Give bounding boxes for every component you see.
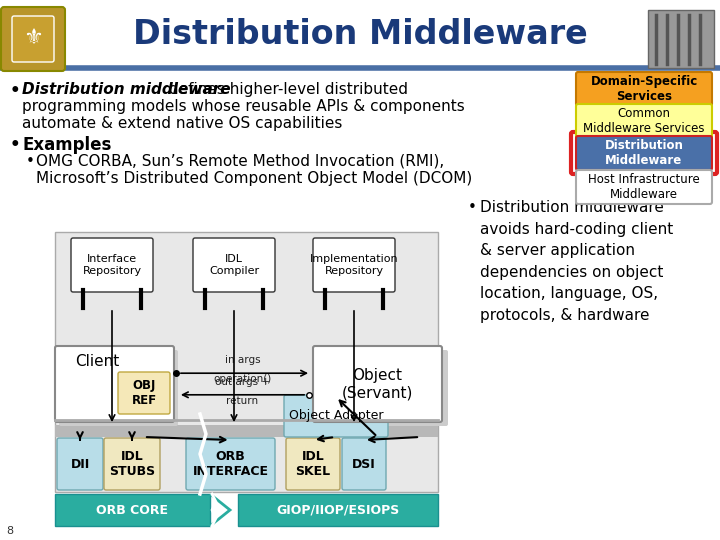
Text: GIOP/IIOP/ESIOPS: GIOP/IIOP/ESIOPS [276,503,400,516]
FancyBboxPatch shape [576,104,712,138]
FancyBboxPatch shape [193,238,275,292]
Text: IDL
STUBS: IDL STUBS [109,450,155,478]
FancyBboxPatch shape [576,72,712,106]
Text: Distribution middleware
avoids hard-coding client
& server application
dependenc: Distribution middleware avoids hard-codi… [480,200,673,323]
Text: programming models whose reusable APIs & components: programming models whose reusable APIs &… [22,99,464,114]
FancyBboxPatch shape [286,438,340,490]
FancyBboxPatch shape [57,438,103,490]
FancyBboxPatch shape [576,136,712,170]
Text: DSI: DSI [352,457,376,470]
Text: Client: Client [75,354,119,369]
Text: ORB
INTERFACE: ORB INTERFACE [192,450,269,478]
Text: Common
Middleware Services: Common Middleware Services [583,107,705,135]
Text: operation(): operation() [213,374,271,384]
FancyBboxPatch shape [313,238,395,292]
FancyBboxPatch shape [55,346,174,422]
Text: ORB CORE: ORB CORE [96,503,168,516]
Bar [648,10,714,68]
FancyBboxPatch shape [319,350,448,426]
Text: Distribution
Middleware: Distribution Middleware [605,139,683,167]
FancyBboxPatch shape [186,438,275,490]
Bar [238,494,438,526]
Text: •: • [26,154,35,169]
FancyBboxPatch shape [59,350,178,426]
Text: return: return [226,396,258,406]
Text: Examples: Examples [22,136,112,154]
FancyBboxPatch shape [313,346,442,422]
Text: Implementation
Repository: Implementation Repository [310,254,398,276]
Text: 8: 8 [6,526,13,536]
Text: Object
(Servant): Object (Servant) [342,368,413,400]
Text: IDL
Compiler: IDL Compiler [209,254,259,276]
Text: DII: DII [71,457,89,470]
Text: Distribution Middleware: Distribution Middleware [132,17,588,51]
Text: defines higher-level distributed: defines higher-level distributed [164,82,408,97]
Bar [55,494,210,526]
FancyBboxPatch shape [118,372,170,414]
Text: Microsoft’s Distributed Component Object Model (DCOM): Microsoft’s Distributed Component Object… [36,171,472,186]
Text: out args +: out args + [215,377,270,387]
Text: automate & extend native OS capabilities: automate & extend native OS capabilities [22,116,343,131]
FancyBboxPatch shape [284,395,388,437]
Text: Distribution middleware: Distribution middleware [22,82,230,97]
Text: Domain-Specific
Services: Domain-Specific Services [590,75,698,103]
Text: Interface
Repository: Interface Repository [82,254,142,276]
Bar [55,232,438,492]
FancyBboxPatch shape [71,238,153,292]
Text: IDL
SKEL: IDL SKEL [295,450,330,478]
Text: •: • [468,200,477,215]
Bar [0,0,720,68]
Text: •: • [10,82,21,100]
Text: in args: in args [225,355,261,365]
Text: OMG CORBA, Sun’s Remote Method Invocation (RMI),: OMG CORBA, Sun’s Remote Method Invocatio… [36,154,444,169]
FancyBboxPatch shape [342,438,386,490]
FancyBboxPatch shape [576,170,712,204]
FancyBboxPatch shape [104,438,160,490]
Text: Host Infrastructure
Middleware: Host Infrastructure Middleware [588,173,700,201]
Text: ⚜: ⚜ [23,28,43,48]
Text: •: • [10,136,21,154]
Text: OBJ
REF: OBJ REF [132,379,156,407]
FancyBboxPatch shape [1,7,65,71]
Bar [55,425,438,437]
FancyBboxPatch shape [12,16,54,62]
Text: Object Adapter: Object Adapter [289,409,383,422]
